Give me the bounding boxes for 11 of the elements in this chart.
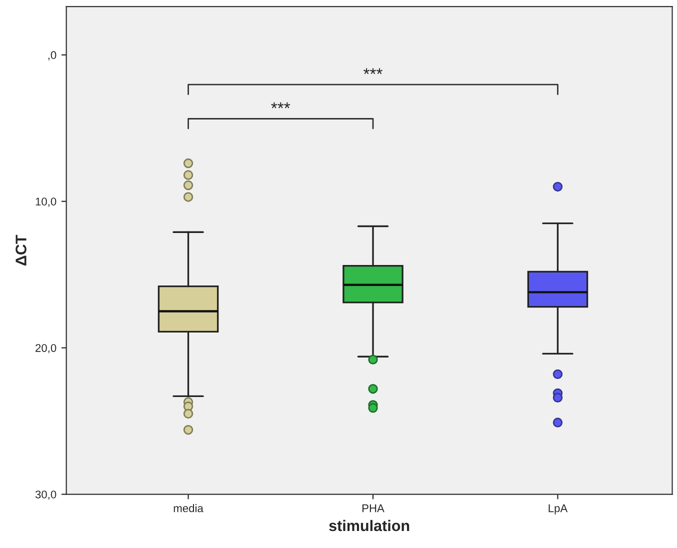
annotation: *** [364, 68, 382, 74]
annotation: *** [271, 102, 290, 108]
y-tick-label: 20,0 [36, 344, 56, 354]
y-tick-label: 30,0 [35, 490, 56, 500]
y-axis-title: ΔCT [16, 234, 26, 266]
x-tick-label: PHA [362, 504, 384, 512]
x-tick-label: media [174, 504, 204, 512]
x-axis-title: stimulation [329, 520, 410, 532]
x-tick-label: LpA [548, 504, 568, 514]
y-tick-label: ,0 [48, 51, 56, 60]
y-tick-label: 10,0 [36, 198, 56, 207]
